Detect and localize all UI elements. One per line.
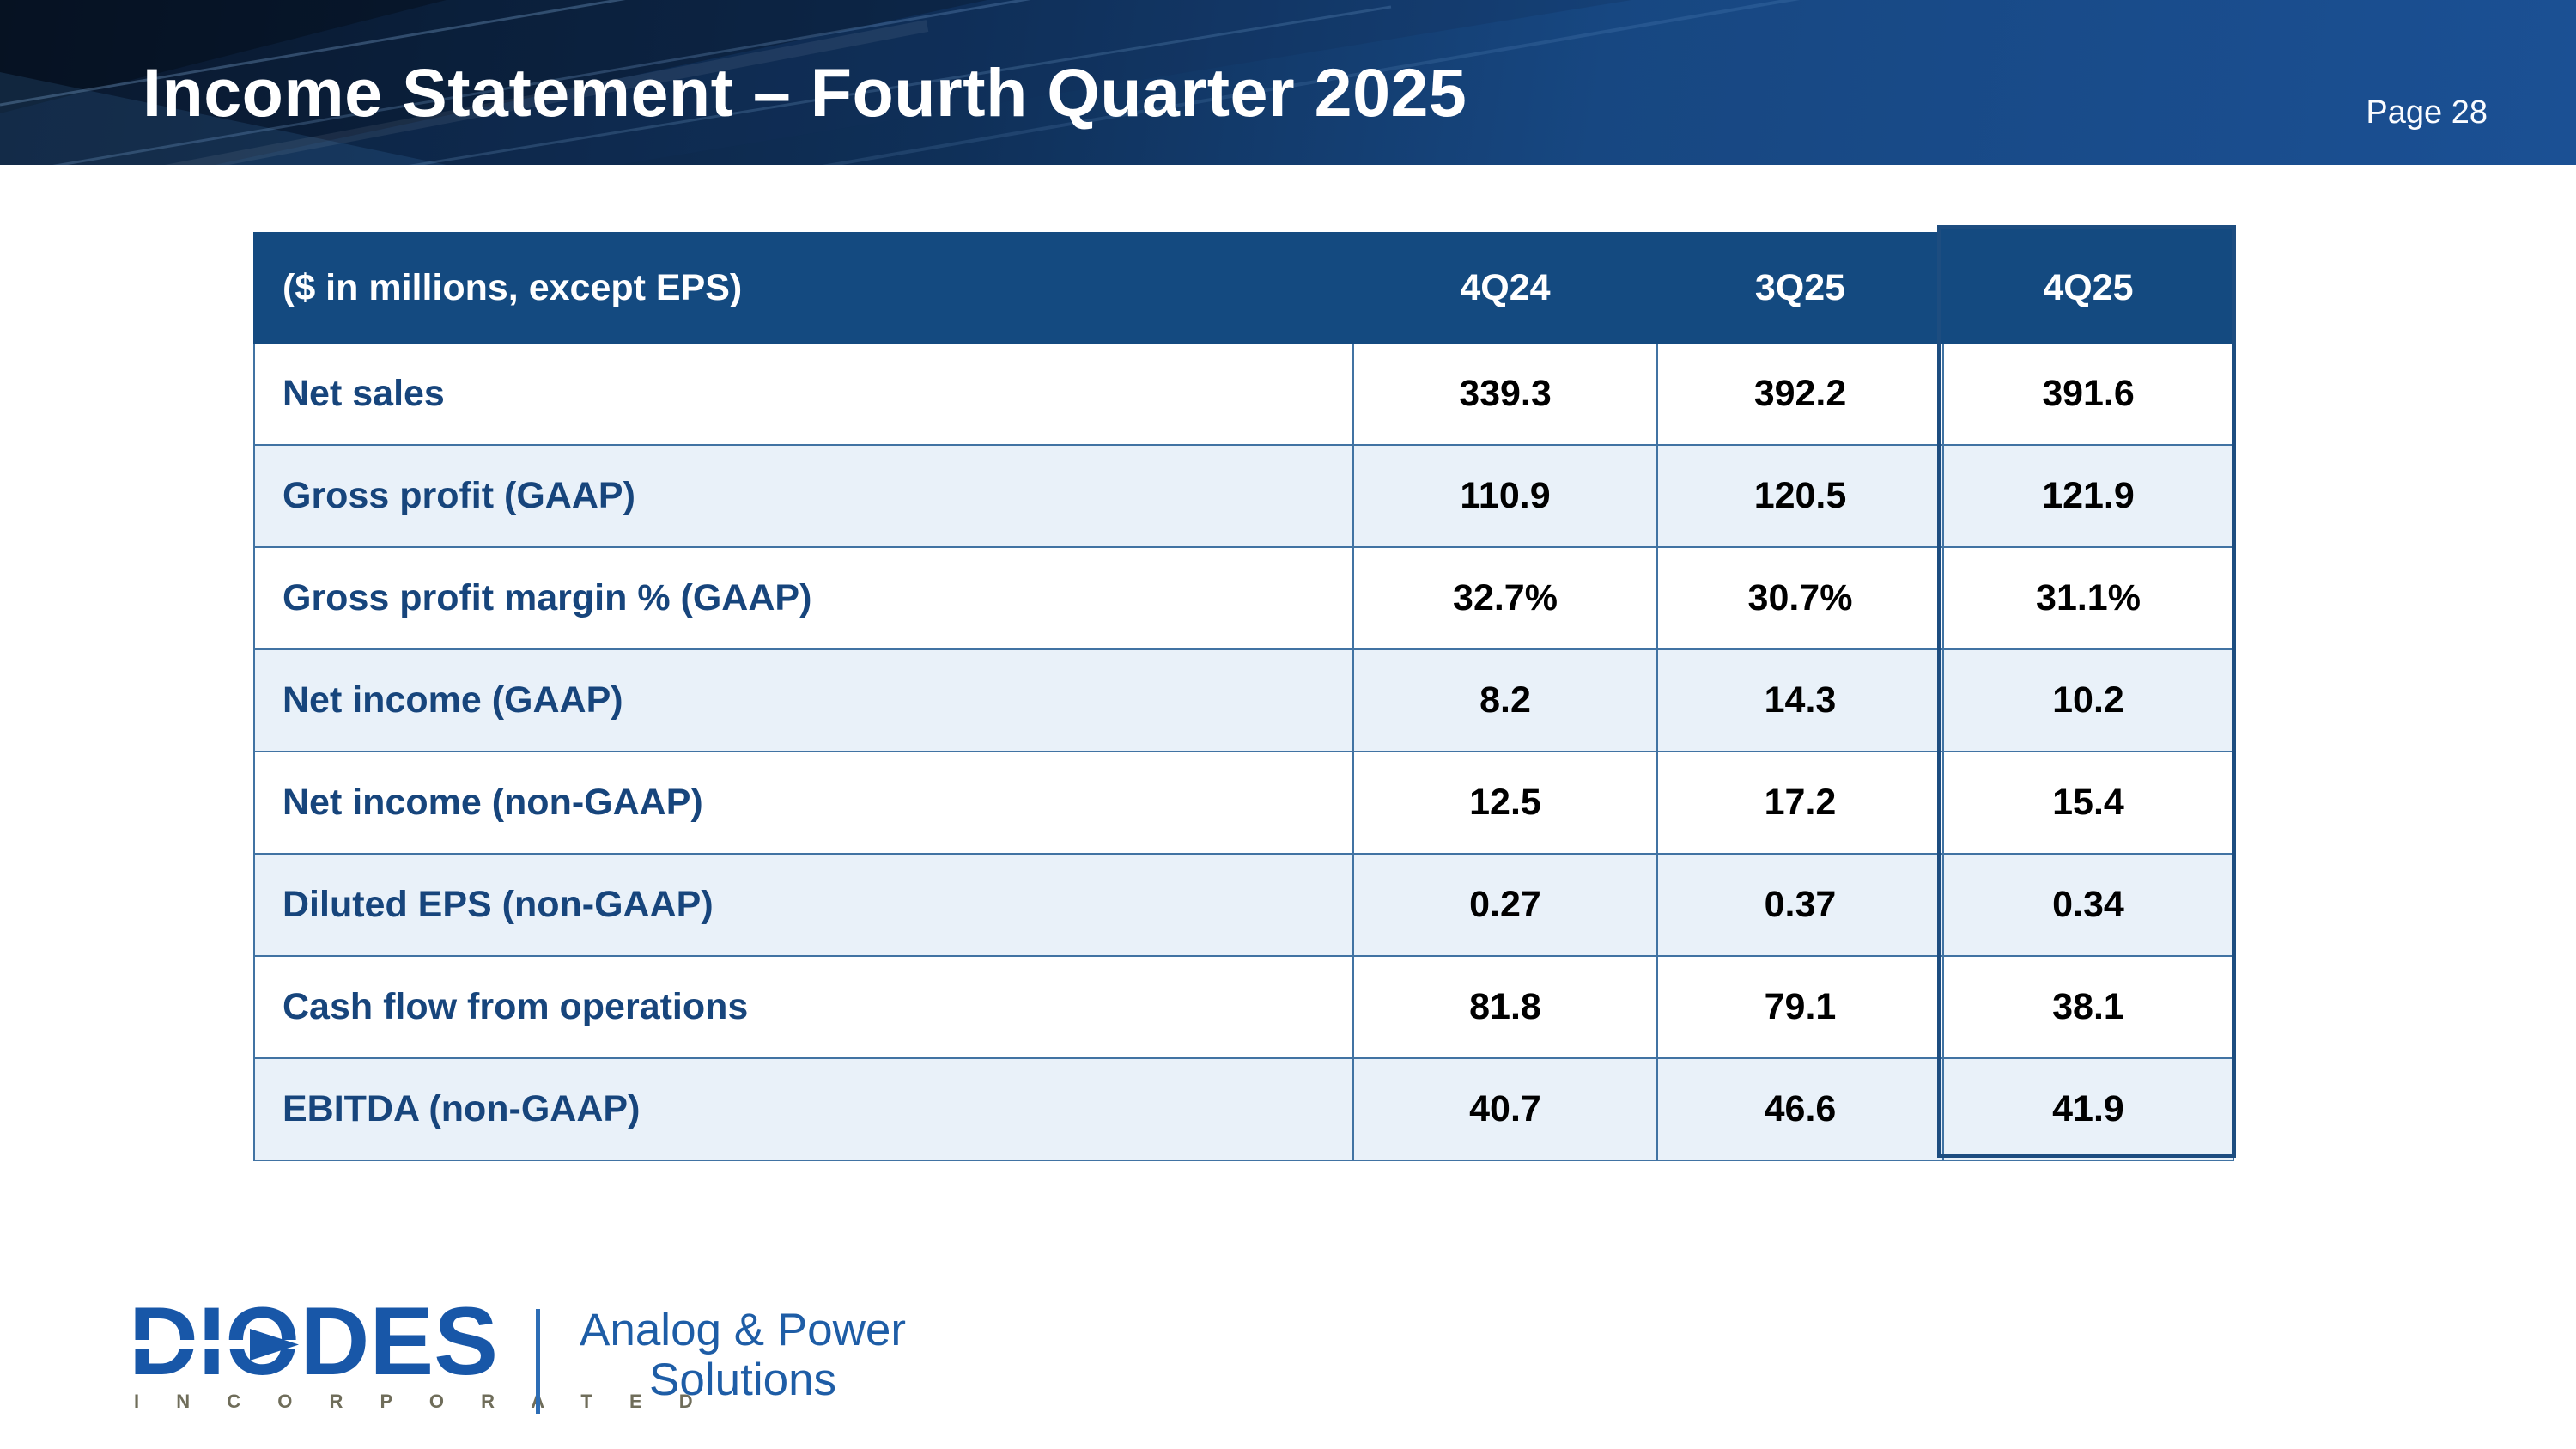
- cell-value: 30.7%: [1656, 546, 1944, 650]
- page-number: Page 28: [2366, 94, 2488, 131]
- cell-value: 40.7: [1352, 1057, 1658, 1161]
- row-label: Net sales: [253, 342, 1354, 446]
- tagline-line2: Solutions: [649, 1354, 837, 1405]
- cell-value: 8.2: [1352, 648, 1658, 752]
- income-statement-table: ($ in millions, except EPS) 4Q24 3Q25 4Q…: [253, 232, 2234, 1161]
- column-header-3q25: 3Q25: [1656, 232, 1944, 344]
- cell-value: 17.2: [1656, 751, 1944, 855]
- tagline-line1: Analog & Power: [580, 1305, 907, 1355]
- row-label: EBITDA (non-GAAP): [253, 1057, 1354, 1161]
- table-row: Diluted EPS (non-GAAP) 0.27 0.37 0.34: [253, 853, 2234, 957]
- table-row: EBITDA (non-GAAP) 40.7 46.6 41.9: [253, 1057, 2234, 1161]
- row-label: Gross profit (GAAP): [253, 444, 1354, 548]
- cell-value: 0.27: [1352, 853, 1658, 957]
- cell-value: 120.5: [1656, 444, 1944, 548]
- page-title: Income Statement – Fourth Quarter 2025: [143, 54, 1467, 131]
- cell-value: 10.2: [1942, 648, 2234, 752]
- cell-value: 38.1: [1942, 955, 2234, 1059]
- logo-tagline: Analog & Power Solutions: [580, 1306, 906, 1405]
- cell-value: 110.9: [1352, 444, 1658, 548]
- footer: DIODES I N C O R P O R A T E D Analog & …: [129, 1288, 906, 1414]
- cell-value: 339.3: [1352, 342, 1658, 446]
- table-caption-cell: ($ in millions, except EPS): [253, 232, 1354, 344]
- cell-value: 46.6: [1656, 1057, 1944, 1161]
- cell-value: 14.3: [1656, 648, 1944, 752]
- cell-value: 31.1%: [1942, 546, 2234, 650]
- row-label: Net income (non-GAAP): [253, 751, 1354, 855]
- cell-value: 392.2: [1656, 342, 1944, 446]
- cell-value: 79.1: [1656, 955, 1944, 1059]
- cell-value: 32.7%: [1352, 546, 1658, 650]
- diodes-logo-icon: DIODES: [129, 1288, 498, 1395]
- cell-value: 15.4: [1942, 751, 2234, 855]
- highlight-column-header-extension: [1940, 225, 2233, 239]
- column-header-4q25: 4Q25: [1942, 232, 2234, 344]
- cell-value: 121.9: [1942, 444, 2234, 548]
- cell-value: 391.6: [1942, 342, 2234, 446]
- logo-incorporated-text: I N C O R P O R A T E D: [134, 1391, 709, 1412]
- table-row: Cash flow from operations 81.8 79.1 38.1: [253, 955, 2234, 1059]
- row-label: Net income (GAAP): [253, 648, 1354, 752]
- row-label: Cash flow from operations: [253, 955, 1354, 1059]
- cell-value: 0.37: [1656, 853, 1944, 957]
- table-row: Net income (GAAP) 8.2 14.3 10.2: [253, 648, 2234, 752]
- logo-divider: [536, 1309, 540, 1414]
- cell-value: 41.9: [1942, 1057, 2234, 1161]
- row-label: Diluted EPS (non-GAAP): [253, 853, 1354, 957]
- cell-value: 0.34: [1942, 853, 2234, 957]
- cell-value: 12.5: [1352, 751, 1658, 855]
- table-row: Gross profit margin % (GAAP) 32.7% 30.7%…: [253, 546, 2234, 650]
- header-banner: Income Statement – Fourth Quarter 2025 P…: [0, 0, 2576, 165]
- table-header-row: ($ in millions, except EPS) 4Q24 3Q25 4Q…: [253, 232, 2234, 344]
- table-row: Gross profit (GAAP) 110.9 120.5 121.9: [253, 444, 2234, 548]
- table-row: Net income (non-GAAP) 12.5 17.2 15.4: [253, 751, 2234, 855]
- banner-geometric-art: [0, 0, 1801, 165]
- row-label: Gross profit margin % (GAAP): [253, 546, 1354, 650]
- cell-value: 81.8: [1352, 955, 1658, 1059]
- table-row: Net sales 339.3 392.2 391.6: [253, 342, 2234, 446]
- diodes-logo: DIODES I N C O R P O R A T E D: [129, 1288, 709, 1413]
- column-header-4q24: 4Q24: [1352, 232, 1658, 344]
